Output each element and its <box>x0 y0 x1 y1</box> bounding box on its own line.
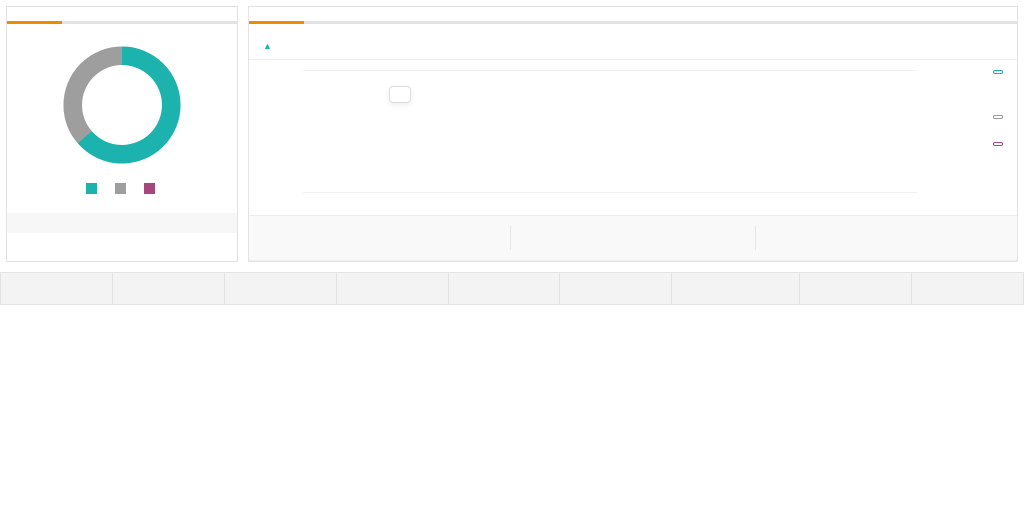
forecast-title <box>249 7 1017 24</box>
forecast-label-high <box>993 70 1003 74</box>
th-follow[interactable] <box>800 273 912 305</box>
forecast-chart[interactable] <box>249 60 1017 215</box>
chart-tooltip <box>389 86 411 103</box>
ratings-title <box>7 7 237 24</box>
price-target-summary <box>249 215 1017 261</box>
forecast-label-low <box>993 142 1003 146</box>
th-target[interactable] <box>224 273 336 305</box>
th-firm[interactable] <box>112 273 224 305</box>
forecast-panel <box>248 6 1018 262</box>
analyst-table <box>0 272 1024 305</box>
th-updown[interactable] <box>448 273 560 305</box>
ratings-footnote <box>7 213 237 233</box>
th-position[interactable] <box>336 273 448 305</box>
price-target-block <box>263 36 274 53</box>
ratings-legend <box>17 170 227 207</box>
th-action[interactable] <box>560 273 672 305</box>
th-date[interactable] <box>672 273 800 305</box>
price-target-upside <box>263 38 274 53</box>
analyst-ratings-panel <box>6 6 238 262</box>
th-article[interactable] <box>912 273 1024 305</box>
th-profile[interactable] <box>1 273 113 305</box>
forecast-label-avg <box>993 115 1003 119</box>
ratings-donut <box>57 40 187 170</box>
